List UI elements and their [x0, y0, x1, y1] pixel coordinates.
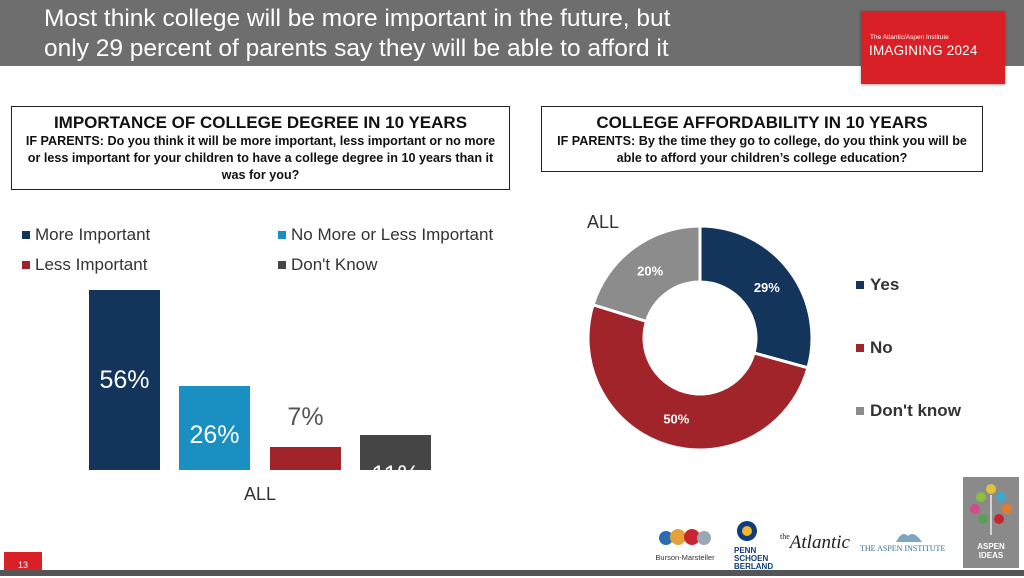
legend-less-important: Less Important — [22, 255, 147, 275]
header-bar: Most think college will be more importan… — [0, 0, 1024, 66]
badge-title: IMAGINING 2024 — [869, 43, 978, 58]
slide-title-line-1: Most think college will be more importan… — [44, 5, 671, 32]
aspen-text: ASPEN — [977, 542, 1005, 551]
penn-schoen-berland-logo: PENN SCHOEN BERLAND — [734, 520, 780, 571]
penn-text: PENN — [734, 546, 757, 555]
legend-swatch — [22, 261, 30, 269]
pie-legend-yes: Yes — [856, 275, 899, 295]
bar-no-more-or-less-important — [179, 386, 250, 470]
aspen-leaf-icon — [896, 534, 922, 542]
imagining-2024-badge: The Atlantic/Aspen Institute IMAGINING 2… — [861, 11, 1005, 84]
aspen-ideas-logo: ASPEN IDEAS — [963, 477, 1019, 568]
burson-marsteller-text: Burson-Marsteller — [655, 553, 715, 562]
burson-marsteller-logo: Burson-Marsteller — [650, 528, 720, 562]
burson-marsteller-icon — [659, 529, 711, 545]
bar-don-t-know — [360, 435, 431, 470]
aspen-institute-text: THE ASPEN INSTITUTE — [860, 544, 946, 553]
right-box-title: COLLEGE AFFORDABILITY IN 10 YEARS — [596, 113, 928, 132]
legend-swatch — [856, 407, 864, 415]
donut-data-label: 20% — [637, 263, 663, 278]
legend-swatch — [856, 344, 864, 352]
donut-slice-don-t-know — [591, 224, 702, 324]
donut-slice-yes — [698, 224, 814, 370]
right-question-text: By the time they go to college, do you t… — [616, 134, 967, 165]
left-question-text: Do you think it will be more important, … — [27, 134, 496, 182]
legend-label: Less Important — [35, 255, 148, 274]
penn-schoen-berland-icon — [737, 521, 757, 541]
left-box-title: IMPORTANCE OF COLLEGE DEGREE IN 10 YEARS — [53, 113, 468, 132]
right-box-question: IF PARENTS: By the time they go to colle… — [542, 133, 982, 167]
bar-more-important — [89, 290, 160, 470]
legend-label: No More or Less Important — [291, 225, 494, 244]
legend-no-more-or-less: No More or Less Important — [278, 225, 493, 245]
legend-label: More Important — [35, 225, 151, 244]
bar-data-label: 26% — [189, 421, 240, 449]
schoen-text: SCHOEN — [734, 554, 769, 563]
donut-data-label: 50% — [663, 412, 689, 427]
ideas-text: IDEAS — [978, 551, 1004, 560]
bar-less-important — [270, 447, 341, 470]
left-question-prefix: IF PARENTS: — [25, 134, 104, 148]
bar-category-label: ALL — [244, 484, 277, 504]
legend-swatch — [278, 261, 286, 269]
berland-text: BERLAND — [734, 562, 774, 571]
right-question-box: COLLEGE AFFORDABILITY IN 10 YEARS IF PAR… — [541, 106, 983, 172]
pie-legend-no: No — [856, 338, 893, 358]
atlantic-small-text: the — [780, 532, 790, 541]
slide-title-line-2: only 29 percent of parents say they will… — [44, 35, 669, 62]
donut-slice-no — [586, 302, 810, 452]
donut-chart: 29% 50% 20% — [586, 224, 814, 452]
pie-label: ALL — [587, 212, 620, 232]
right-question-prefix: IF PARENTS: — [557, 134, 636, 148]
the-atlantic-logo: theAtlantic — [780, 532, 850, 556]
pie-legend-dont-know: Don't know — [856, 401, 961, 421]
slide-title: Most think college will be more importan… — [44, 4, 844, 64]
donut-data-label: 29% — [754, 280, 780, 295]
badge-subtitle: The Atlantic/Aspen Institute — [870, 34, 949, 41]
legend-more-important: More Important — [22, 225, 150, 245]
legend-swatch — [22, 231, 30, 239]
legend-label: Don't Know — [291, 255, 378, 274]
bar-chart: 56% 26% 7% 11% — [89, 290, 431, 489]
legend-dont-know: Don't Know — [278, 255, 377, 275]
bar-data-label: 56% — [99, 366, 150, 394]
legend-swatch — [856, 281, 864, 289]
left-box-question: IF PARENTS: Do you think it will be more… — [12, 133, 509, 184]
aspen-institute-logo: THE ASPEN INSTITUTE — [860, 532, 956, 556]
bottom-bar — [0, 570, 1024, 576]
legend-label: Don't know — [870, 401, 961, 420]
aspen-ideas-tree-icon — [970, 484, 1012, 535]
legend-label: Yes — [870, 275, 900, 294]
legend-swatch — [278, 231, 286, 239]
bar-data-label: 7% — [287, 403, 324, 431]
atlantic-text: Atlantic — [789, 532, 850, 553]
left-question-box: IMPORTANCE OF COLLEGE DEGREE IN 10 YEARS… — [11, 106, 510, 190]
bar-data-label: 11% — [371, 461, 420, 489]
legend-label: No — [870, 338, 893, 357]
